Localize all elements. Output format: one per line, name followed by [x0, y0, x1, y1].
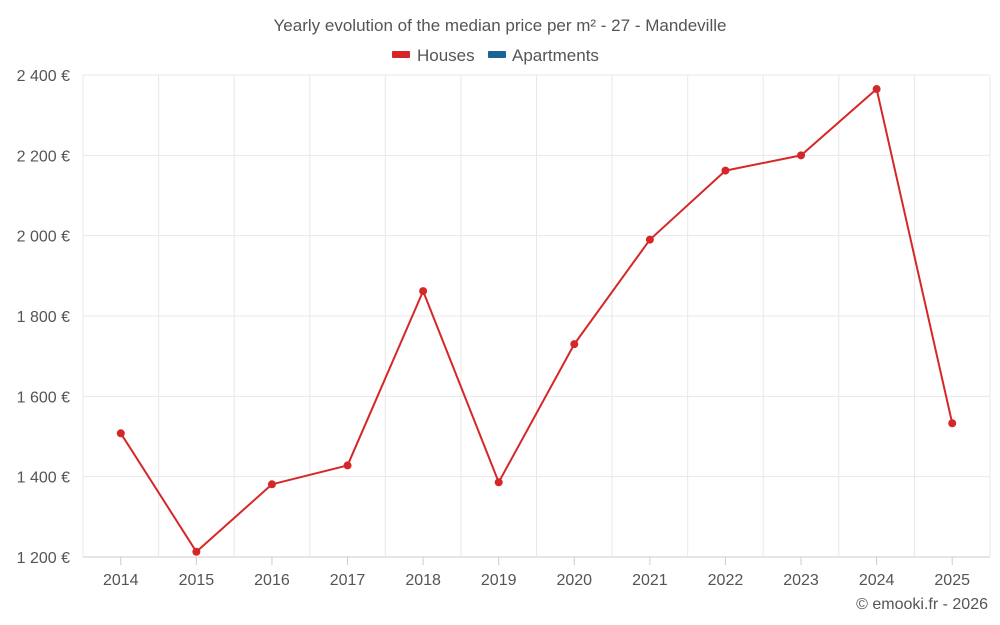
data-point[interactable]: [494, 478, 503, 487]
y-tick-label: 1 800 €: [17, 309, 70, 326]
data-point[interactable]: [797, 151, 806, 160]
x-tick-label: 2024: [859, 572, 895, 589]
data-point[interactable]: [872, 85, 881, 94]
legend-label-apartments: Apartments: [512, 46, 599, 65]
data-point[interactable]: [948, 419, 957, 428]
y-tick-label: 1 400 €: [17, 470, 70, 487]
chart-title: Yearly evolution of the median price per…: [274, 16, 727, 35]
x-axis: 2014 2015 2016 2017 2018 2019 2020 2021 2022 2023…: [103, 557, 970, 589]
data-point[interactable]: [267, 480, 276, 489]
series-houses: [116, 85, 957, 556]
y-tick-label: 1 200 €: [17, 550, 70, 567]
credit-text: © emooki.fr - 2026: [856, 596, 988, 613]
y-tick-label: 2 200 €: [17, 148, 70, 165]
x-tick-label: 2014: [103, 572, 139, 589]
y-tick-label: 2 000 €: [17, 229, 70, 246]
x-tick-label: 2017: [330, 572, 366, 589]
legend: Houses Apartments: [392, 46, 599, 65]
data-point[interactable]: [570, 340, 579, 349]
grid: [82, 74, 991, 558]
data-point[interactable]: [721, 166, 730, 175]
legend-item-apartments[interactable]: Apartments: [488, 46, 599, 65]
data-point[interactable]: [645, 235, 654, 244]
legend-swatch-houses: [392, 51, 410, 58]
y-tick-label: 2 400 €: [17, 68, 70, 85]
legend-label-houses: Houses: [417, 46, 475, 65]
data-point[interactable]: [419, 287, 428, 296]
x-tick-label: 2015: [179, 572, 215, 589]
x-tick-label: 2023: [783, 572, 819, 589]
x-tick-label: 2018: [405, 572, 441, 589]
series-line-houses: [119, 88, 954, 553]
x-tick-label: 2016: [254, 572, 290, 589]
x-tick-label: 2022: [708, 572, 744, 589]
legend-swatch-apartments: [488, 51, 506, 58]
data-point[interactable]: [192, 547, 201, 556]
x-tick-label: 2019: [481, 572, 517, 589]
data-point[interactable]: [116, 429, 125, 438]
y-tick-label: 1 600 €: [17, 389, 70, 406]
y-axis: 1 200 € 1 400 € 1 600 € 1 800 € 2 000 € 2 200…: [17, 68, 70, 567]
x-tick-label: 2021: [632, 572, 668, 589]
data-point[interactable]: [343, 461, 352, 470]
x-tick-label: 2020: [556, 572, 592, 589]
legend-item-houses[interactable]: Houses: [392, 46, 475, 65]
x-tick-label: 2025: [934, 572, 970, 589]
